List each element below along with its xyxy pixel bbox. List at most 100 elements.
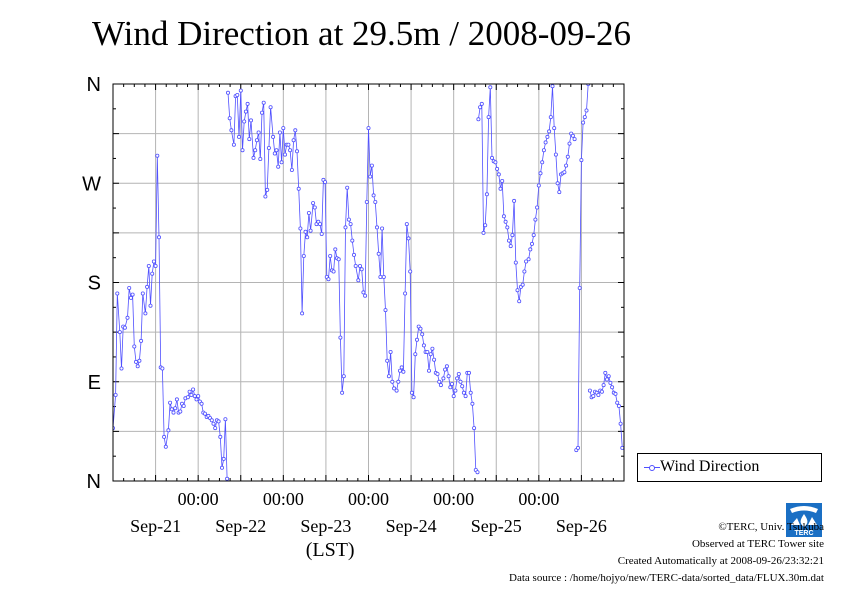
data-point bbox=[137, 358, 142, 363]
data-point bbox=[225, 476, 230, 481]
data-point bbox=[601, 383, 606, 388]
data-point bbox=[369, 163, 374, 168]
y-tick-label: S bbox=[88, 273, 101, 295]
data-point bbox=[333, 247, 338, 252]
data-point bbox=[418, 326, 423, 331]
data-point bbox=[282, 152, 287, 157]
data-point bbox=[613, 391, 618, 396]
data-point bbox=[458, 379, 463, 384]
data-point bbox=[227, 116, 232, 121]
data-point bbox=[476, 117, 481, 122]
data-point bbox=[336, 257, 341, 262]
data-point bbox=[301, 253, 306, 258]
data-point bbox=[475, 470, 480, 475]
x-date-label: Sep-21 bbox=[130, 516, 181, 536]
data-point bbox=[394, 388, 399, 393]
data-point bbox=[397, 368, 402, 373]
data-point bbox=[366, 126, 371, 131]
data-point bbox=[359, 267, 364, 272]
data-point bbox=[428, 352, 433, 357]
data-point bbox=[591, 394, 596, 399]
x-date-label: Sep-26 bbox=[556, 516, 607, 536]
legend-line-marker-icon bbox=[644, 465, 660, 471]
data-point bbox=[404, 222, 409, 227]
data-point bbox=[557, 190, 562, 195]
data-point bbox=[503, 219, 508, 224]
data-point bbox=[420, 332, 425, 337]
data-point bbox=[396, 379, 401, 384]
data-point bbox=[512, 198, 517, 203]
data-point bbox=[319, 231, 324, 236]
data-point bbox=[403, 291, 408, 296]
data-point bbox=[162, 434, 167, 439]
data-point bbox=[581, 120, 586, 125]
data-point bbox=[277, 130, 282, 135]
data-point bbox=[225, 90, 230, 95]
data-point bbox=[451, 394, 456, 399]
data-point bbox=[343, 225, 348, 230]
data-point bbox=[508, 244, 513, 249]
data-point bbox=[130, 292, 135, 297]
y-tick-label: N bbox=[87, 471, 101, 493]
data-point bbox=[444, 364, 449, 369]
data-point bbox=[390, 379, 395, 384]
data-point bbox=[401, 369, 406, 374]
data-point bbox=[550, 84, 555, 89]
data-point bbox=[235, 93, 240, 98]
data-point bbox=[153, 263, 158, 268]
data-point bbox=[383, 308, 388, 313]
data-point bbox=[266, 145, 271, 150]
data-point bbox=[373, 199, 378, 204]
data-point bbox=[564, 163, 569, 168]
data-point bbox=[472, 426, 477, 431]
data-point bbox=[616, 403, 621, 408]
data-point bbox=[541, 148, 546, 153]
data-point bbox=[202, 411, 207, 416]
data-point bbox=[242, 119, 247, 124]
x-time-label: 00:00 bbox=[348, 489, 389, 509]
data-point bbox=[553, 152, 558, 157]
data-point bbox=[582, 115, 587, 120]
data-point bbox=[135, 364, 140, 369]
data-point bbox=[620, 445, 624, 450]
data-point bbox=[338, 335, 343, 340]
data-point bbox=[272, 151, 277, 156]
data-point bbox=[213, 426, 218, 431]
data-point bbox=[171, 410, 176, 415]
data-point bbox=[132, 344, 137, 349]
data-point bbox=[460, 384, 465, 389]
data-point bbox=[501, 214, 506, 219]
data-point bbox=[515, 288, 520, 293]
data-point bbox=[596, 392, 601, 397]
footer-observed: Observed at TERC Tower site bbox=[691, 538, 824, 550]
data-point bbox=[346, 217, 351, 222]
logo-text: TERC bbox=[794, 530, 813, 537]
terc-logo-icon: TERC bbox=[786, 503, 822, 537]
x-time-label: 00:00 bbox=[263, 489, 304, 509]
data-point bbox=[289, 167, 294, 172]
y-tick-label: E bbox=[88, 372, 101, 394]
data-point bbox=[117, 330, 122, 335]
series-group bbox=[113, 84, 624, 481]
data-point bbox=[156, 235, 161, 240]
data-point bbox=[453, 388, 458, 393]
data-point bbox=[248, 118, 253, 123]
data-point bbox=[437, 379, 442, 384]
data-point bbox=[351, 252, 356, 257]
data-point bbox=[524, 259, 529, 264]
data-point bbox=[326, 277, 331, 282]
data-point bbox=[288, 148, 293, 153]
data-point bbox=[256, 130, 261, 135]
data-point bbox=[163, 444, 168, 449]
data-point bbox=[599, 389, 604, 394]
data-point bbox=[421, 343, 426, 348]
data-point bbox=[478, 105, 483, 110]
data-point bbox=[298, 226, 303, 231]
data-point bbox=[341, 374, 346, 379]
data-point bbox=[305, 235, 310, 240]
data-point bbox=[293, 128, 298, 133]
data-point bbox=[192, 394, 197, 399]
data-point bbox=[253, 148, 258, 153]
data-point bbox=[545, 134, 550, 139]
